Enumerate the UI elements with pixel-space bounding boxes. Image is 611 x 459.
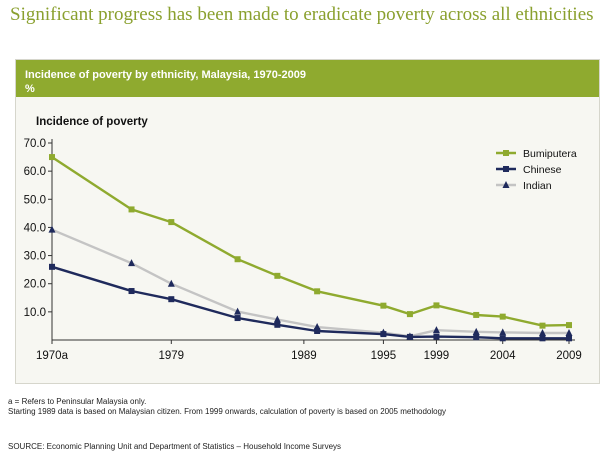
chart-header: Incidence of poverty by ethnicity, Malay… [16, 60, 599, 97]
data-point-chinese [406, 333, 413, 340]
series-line-chinese [51, 265, 569, 340]
chart-subtitle: % [25, 83, 35, 95]
x-tick-label: 1970a [36, 350, 69, 362]
data-point-chinese [473, 334, 480, 341]
source-note: SOURCE: Economic Planning Unit and Depar… [8, 442, 342, 451]
chart-title: Incidence of poverty by ethnicity, Malay… [25, 69, 307, 81]
x-tick-label: 1995 [371, 350, 397, 362]
data-point-bumiputera [234, 256, 241, 263]
x-tick-label: 2009 [556, 350, 582, 362]
series-line-bumiputera [51, 156, 570, 327]
footnote-methodology: Starting 1989 data is based on Malaysian… [8, 407, 447, 416]
data-point-chinese [433, 333, 440, 340]
data-point-chinese [274, 321, 281, 328]
legend-label-bumiputera: Bumiputera [523, 148, 577, 160]
page-title: Significant progress has been made to er… [10, 4, 594, 25]
data-point-indian [432, 326, 440, 334]
x-tick-label: 1979 [159, 350, 185, 362]
legend-marker-chinese [503, 166, 509, 172]
data-point-indian [128, 259, 136, 267]
data-point-chinese [234, 315, 241, 322]
y-tick-label: 70.0 [24, 138, 46, 150]
data-point-indian [499, 328, 507, 336]
data-point-indian [538, 328, 546, 336]
y-tick-label: 60.0 [24, 166, 46, 178]
data-point-indian [273, 315, 281, 323]
data-point-chinese [314, 327, 321, 334]
chart-panel: Incidence of poverty by ethnicity, Malay… [15, 59, 600, 384]
data-point-chinese [499, 335, 506, 342]
footnote-a: a = Refers to Peninsular Malaysia only. [8, 397, 147, 406]
data-point-bumiputera [380, 302, 387, 309]
y-tick-label: 10.0 [24, 307, 46, 319]
data-point-bumiputera [168, 219, 175, 226]
data-point-indian [167, 279, 175, 287]
data-point-bumiputera [566, 322, 572, 329]
data-point-bumiputera [499, 313, 506, 320]
data-point-chinese [566, 335, 572, 342]
line-chart: Incidence of poverty 10.0 20.0 30.0 40.0 50.… [24, 116, 582, 362]
legend-label-chinese: Chinese [523, 164, 562, 176]
data-point-chinese [168, 296, 175, 303]
data-point-indian [234, 307, 242, 315]
data-point-bumiputera [314, 288, 321, 295]
x-tick-label: 2004 [490, 350, 516, 362]
data-point-bumiputera [406, 311, 413, 318]
x-tick-label: 1989 [291, 350, 317, 362]
legend-marker-bumiputera [503, 150, 509, 156]
legend-label-indian: Indian [523, 180, 552, 192]
y-axis-label: Incidence of poverty [36, 116, 148, 128]
y-tick-label: 30.0 [24, 251, 46, 263]
y-tick-label: 40.0 [24, 222, 46, 234]
data-point-indian [472, 327, 480, 335]
data-point-chinese [539, 335, 546, 342]
legend-marker-indian [502, 181, 510, 188]
data-point-indian [48, 225, 56, 233]
data-point-chinese [128, 288, 135, 295]
data-point-bumiputera [128, 206, 135, 213]
data-point-bumiputera [473, 311, 480, 318]
y-tick-label: 20.0 [24, 279, 46, 291]
data-point-bumiputera [49, 154, 55, 161]
data-point-bumiputera [539, 322, 546, 329]
data-point-indian [565, 328, 573, 336]
data-point-chinese [49, 263, 55, 270]
data-point-bumiputera [274, 272, 281, 279]
data-point-chinese [380, 331, 387, 338]
series-line-indian [51, 228, 569, 338]
data-point-bumiputera [433, 302, 440, 309]
x-tick-label: 1999 [424, 350, 450, 362]
y-tick-label: 50.0 [24, 194, 46, 206]
footnotes: a = Refers to Peninsular Malaysia only. … [8, 397, 446, 417]
